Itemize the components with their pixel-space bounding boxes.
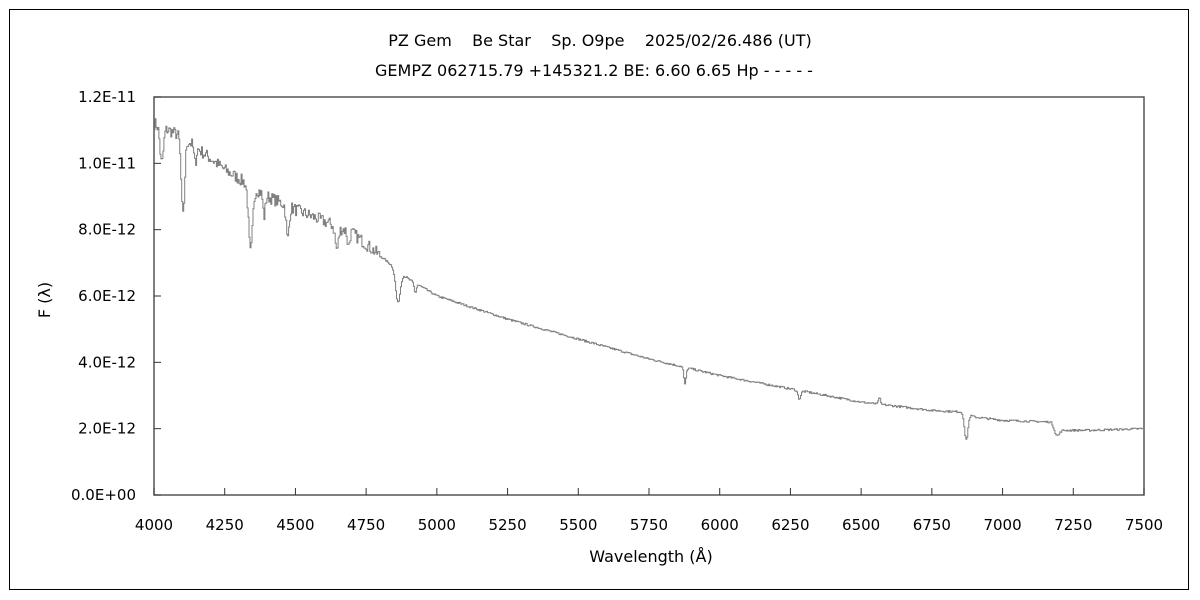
y-tick-label: 6.0E-12 [78,287,136,305]
x-tick-label: 5000 [418,516,456,534]
x-tick-label: 6000 [701,516,739,534]
x-tick-label: 4000 [135,516,173,534]
spectrum-line [154,118,1145,440]
x-tick-label: 7500 [1125,516,1163,534]
x-tick-label: 4500 [276,516,314,534]
x-tick-label: 7000 [983,516,1021,534]
x-tick-label: 5500 [559,516,597,534]
chart-title: PZ Gem Be Star Sp. O9pe 2025/02/26.486 (… [388,31,811,50]
y-tick-label: 4.0E-12 [78,353,136,371]
x-tick-label: 6500 [842,516,880,534]
x-tick-label: 5750 [630,516,668,534]
x-tick-label: 6250 [771,516,809,534]
x-tick-label: 7250 [1054,516,1092,534]
chart-subtitle: GEMPZ 062715.79 +145321.2 BE: 6.60 6.65 … [375,61,813,80]
y-tick-label: 8.0E-12 [78,221,136,239]
y-tick-label: 2.0E-12 [78,420,136,438]
x-tick-label: 6750 [913,516,951,534]
y-tick-label: 0.0E+00 [71,486,136,504]
y-tick-label: 1.0E-11 [78,154,136,172]
x-tick-label: 4250 [206,516,244,534]
y-tick-label: 1.2E-11 [78,88,136,106]
x-tick-label: 4750 [347,516,385,534]
x-tick-label: 5250 [488,516,526,534]
y-axis-label: F (λ) [35,282,54,318]
outer-border [9,9,1189,590]
x-axis-label: Wavelength (Å) [589,547,712,566]
plot-area [153,96,1145,496]
